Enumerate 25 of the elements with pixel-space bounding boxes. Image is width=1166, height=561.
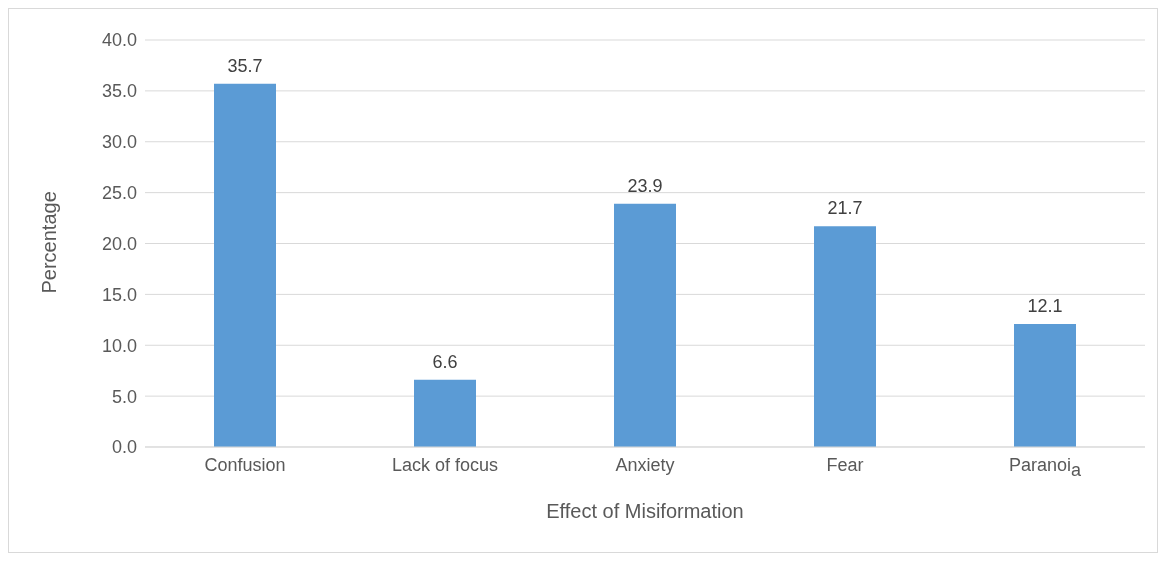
x-tick-label: Anxiety [615, 455, 675, 475]
x-axis-title: Effect of Misiformation [546, 500, 744, 522]
x-tick-label: Fear [826, 455, 864, 475]
data-label: 35.7 [227, 55, 263, 76]
y-tick-label: 5.0 [111, 386, 137, 407]
bar [814, 226, 876, 447]
y-tick-label: 15.0 [101, 284, 137, 305]
bar [414, 379, 476, 447]
data-label: 21.7 [827, 198, 863, 219]
bar [214, 83, 276, 447]
data-label: 6.6 [432, 351, 458, 372]
bar [614, 203, 676, 447]
y-tick-label: 20.0 [101, 233, 137, 254]
y-tick-label: 0.0 [111, 437, 137, 458]
data-label: 12.1 [1027, 295, 1063, 316]
y-tick-label: 30.0 [101, 132, 137, 153]
y-tick-label: 40.0 [101, 30, 137, 51]
y-tick-label: 25.0 [101, 183, 137, 204]
x-tick-label: Lack of focus [391, 455, 499, 475]
y-axis-title: Percentage [38, 191, 61, 294]
y-tick-label: 35.0 [101, 81, 137, 102]
y-tick-label: 10.0 [101, 335, 137, 356]
data-label: 23.9 [627, 175, 663, 196]
bar [1014, 323, 1076, 447]
x-tick-label: Confusion [204, 455, 286, 475]
